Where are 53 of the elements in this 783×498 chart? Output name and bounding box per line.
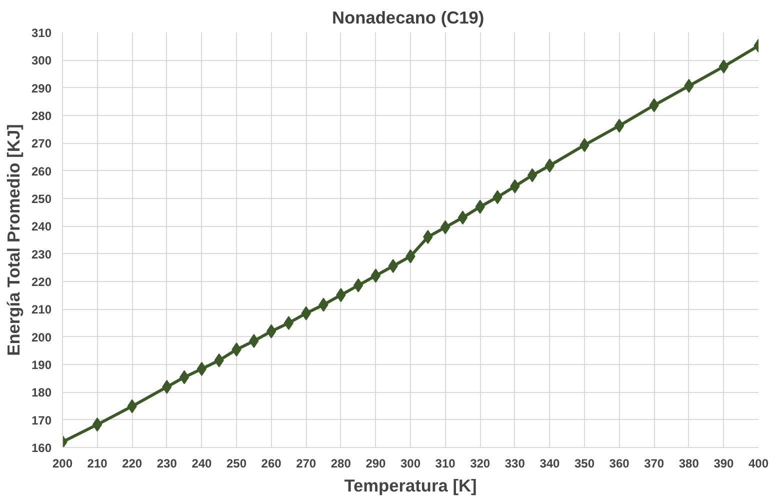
y-tick-label: 280 <box>31 109 52 123</box>
y-tick-label: 230 <box>31 247 52 262</box>
y-tick-label: 290 <box>31 81 52 96</box>
x-tick-label: 300 <box>400 456 421 470</box>
point <box>353 278 364 292</box>
y-tick-label: 260 <box>31 164 52 178</box>
y-tick-label: 240 <box>31 220 52 234</box>
x-axis-title: Temperatura [K] <box>344 476 477 496</box>
x-tick-label: 400 <box>748 456 769 470</box>
x-tick-label: 320 <box>470 456 490 470</box>
y-tick-label: 180 <box>31 386 52 400</box>
point <box>614 118 624 133</box>
point <box>544 158 555 173</box>
x-tick-label: 360 <box>609 456 630 470</box>
point <box>527 168 538 182</box>
y-tick-label: 300 <box>31 54 52 68</box>
x-tick-label: 390 <box>714 456 734 470</box>
x-tick-label: 310 <box>435 456 456 470</box>
point <box>196 362 207 376</box>
chart-title: Nonadecano (C19) <box>332 8 484 28</box>
x-tick-label: 350 <box>574 456 595 470</box>
x-tick-label: 290 <box>366 456 386 470</box>
y-tick-label: 220 <box>31 275 52 289</box>
x-tick-label: 280 <box>330 456 352 470</box>
point <box>458 210 468 225</box>
y-axis-title: Energía Total Promedio [KJ] <box>3 124 24 356</box>
x-tick-label: 260 <box>261 456 282 470</box>
point <box>370 268 381 283</box>
y-tick-label: 310 <box>31 26 52 40</box>
x-tick-label: 370 <box>644 456 664 470</box>
x-tick-label: 230 <box>156 456 178 470</box>
x-tick-label: 380 <box>678 456 700 470</box>
x-tick-label: 220 <box>122 456 142 470</box>
y-tick-label: 160 <box>31 441 52 455</box>
point <box>284 316 294 330</box>
x-tick-label: 270 <box>296 456 316 470</box>
x-tick-label: 250 <box>226 456 247 470</box>
x-tick-label: 340 <box>540 456 560 470</box>
x-tick-label: 200 <box>52 456 73 470</box>
point <box>266 324 276 338</box>
y-tick-label: 270 <box>31 136 52 151</box>
point <box>718 60 729 74</box>
x-tick-label: 210 <box>87 456 108 470</box>
y-tick-label: 250 <box>31 192 52 206</box>
y-tick-label: 200 <box>31 330 52 344</box>
x-tick-label: 330 <box>504 456 526 470</box>
y-tick-label: 190 <box>31 358 52 372</box>
point <box>179 370 190 384</box>
point <box>440 220 450 234</box>
y-tick-label: 210 <box>31 302 52 317</box>
point <box>92 418 102 432</box>
x-tick-label: 240 <box>192 456 212 470</box>
y-tick-label: 170 <box>31 413 52 428</box>
